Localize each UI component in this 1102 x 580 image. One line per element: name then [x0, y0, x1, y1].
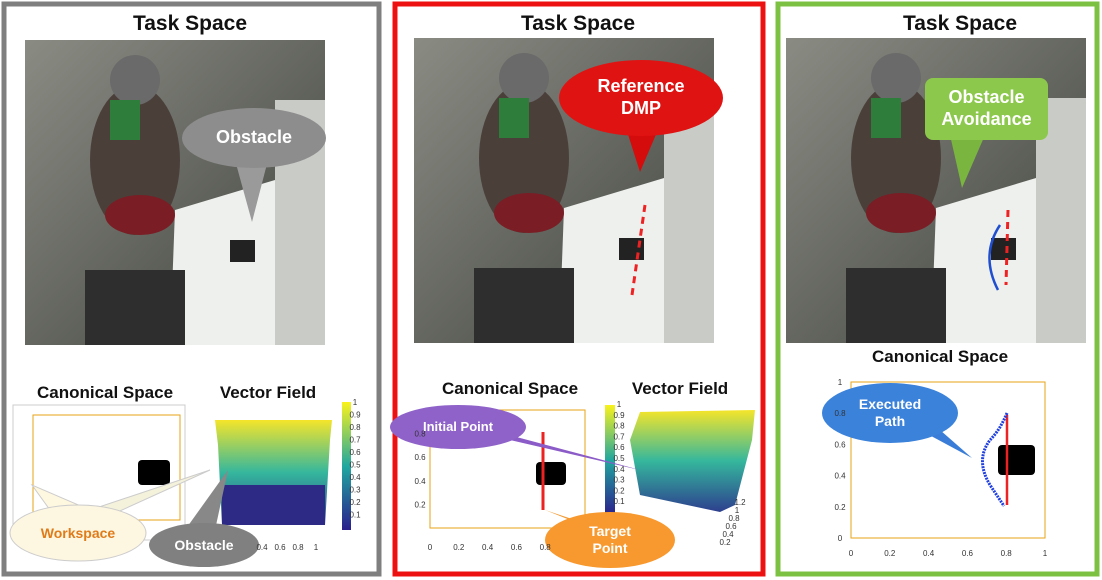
tick-label: 0.9: [349, 411, 361, 420]
colorbar: [342, 402, 351, 530]
callout: Obstacle Avoidance: [941, 87, 1032, 129]
tick-label: 0.9: [613, 411, 625, 420]
callout: Workspace: [40, 524, 116, 541]
obstacle: [998, 445, 1035, 475]
subplot-title: Vector Field: [632, 379, 728, 398]
tick-label: 0.4: [482, 543, 494, 552]
callout: Obstacle: [174, 536, 234, 553]
obstacle: [536, 462, 566, 485]
tick-label: 0.8: [540, 543, 552, 552]
tick-label: 1: [838, 378, 843, 387]
tick-label: 0.4: [613, 465, 625, 474]
tick-label: 0.6: [511, 543, 523, 552]
tick-label: 0.3: [613, 476, 625, 485]
tick-label: 0.5: [349, 461, 361, 470]
tick-label: 0.6: [349, 448, 361, 457]
callout-shapes: [9, 60, 1048, 568]
subplot-title: Canonical Space: [442, 379, 578, 398]
callout: Obstacle: [215, 127, 293, 148]
callout: Executed Path: [858, 396, 922, 429]
tick-label: 0.2: [453, 543, 465, 552]
workspace: [429, 409, 586, 529]
subplot-title: Canonical Space: [872, 347, 1008, 366]
tick-label: 0.4: [256, 543, 268, 552]
tick-label: 0.1: [613, 497, 625, 506]
tick-label: 0.7: [349, 436, 361, 445]
tick-label: 0.6: [962, 549, 974, 558]
tick-label: 0.8: [414, 430, 426, 439]
robot-photo: [25, 40, 325, 345]
panel-title: Task Space: [903, 12, 1017, 35]
tick-label: 0.5: [613, 454, 625, 463]
workspace: [850, 381, 1046, 539]
tick-label: 0.8: [728, 514, 740, 523]
avoid-arrow: [988, 224, 1002, 291]
tick-label: 0: [849, 549, 854, 558]
tick-label: 0.8: [292, 543, 304, 552]
tick-label: 0.7: [613, 432, 625, 441]
obstacle: [138, 460, 170, 485]
subplot-title: Canonical Space: [37, 383, 173, 402]
tick-label: 0.2: [414, 500, 426, 509]
tick-label: 0.6: [414, 453, 426, 462]
surface: [630, 410, 755, 512]
tick-label: 0.2: [719, 538, 731, 547]
tick-label: 1: [353, 398, 358, 407]
tick-label: 1: [314, 543, 319, 552]
reference-arrow: [1004, 209, 1010, 286]
tick-label: 0.8: [1001, 549, 1013, 558]
tick-label: 1: [1043, 549, 1048, 558]
tick-label: 0.4: [414, 477, 426, 486]
tick-label: 0.8: [834, 409, 846, 418]
callout: Reference DMP: [597, 76, 685, 118]
tick-label: 0.6: [725, 522, 737, 531]
tick-label: 0: [838, 534, 843, 543]
tick-label: 0: [428, 543, 433, 552]
callout: Target Point: [589, 523, 631, 556]
callout: Initial Point: [422, 419, 494, 435]
tick-label: 0.4: [349, 473, 361, 482]
tick-label: 0.6: [613, 443, 625, 452]
colorbar: [605, 405, 615, 515]
tick-label: 0.2: [884, 549, 896, 558]
tick-label: 0.1: [349, 511, 361, 520]
panel-title: Task Space: [521, 12, 635, 35]
tick-label: 0.4: [923, 549, 935, 558]
tick-label: 0.2: [613, 486, 625, 495]
tick-label: 1: [617, 400, 622, 409]
reference-arrow: [630, 204, 647, 296]
executed-path: [981, 412, 1009, 507]
tick-label: 0.6: [274, 543, 286, 552]
tick-label: 0.8: [349, 423, 361, 432]
tick-label: 1.2: [734, 498, 746, 507]
tick-label: 0.4: [834, 472, 846, 481]
surface-floor: [222, 485, 325, 525]
tick-label: 1: [735, 506, 740, 515]
panel-title: Task Space: [133, 12, 247, 35]
tick-label: 0.2: [834, 503, 846, 512]
tick-label: 0.3: [349, 486, 361, 495]
subplot-title: Vector Field: [220, 383, 316, 402]
tick-label: 0.8: [613, 422, 625, 431]
tick-label: 0.4: [722, 530, 734, 539]
tick-label: 0.6: [834, 440, 846, 449]
tick-label: 0.2: [349, 498, 361, 507]
